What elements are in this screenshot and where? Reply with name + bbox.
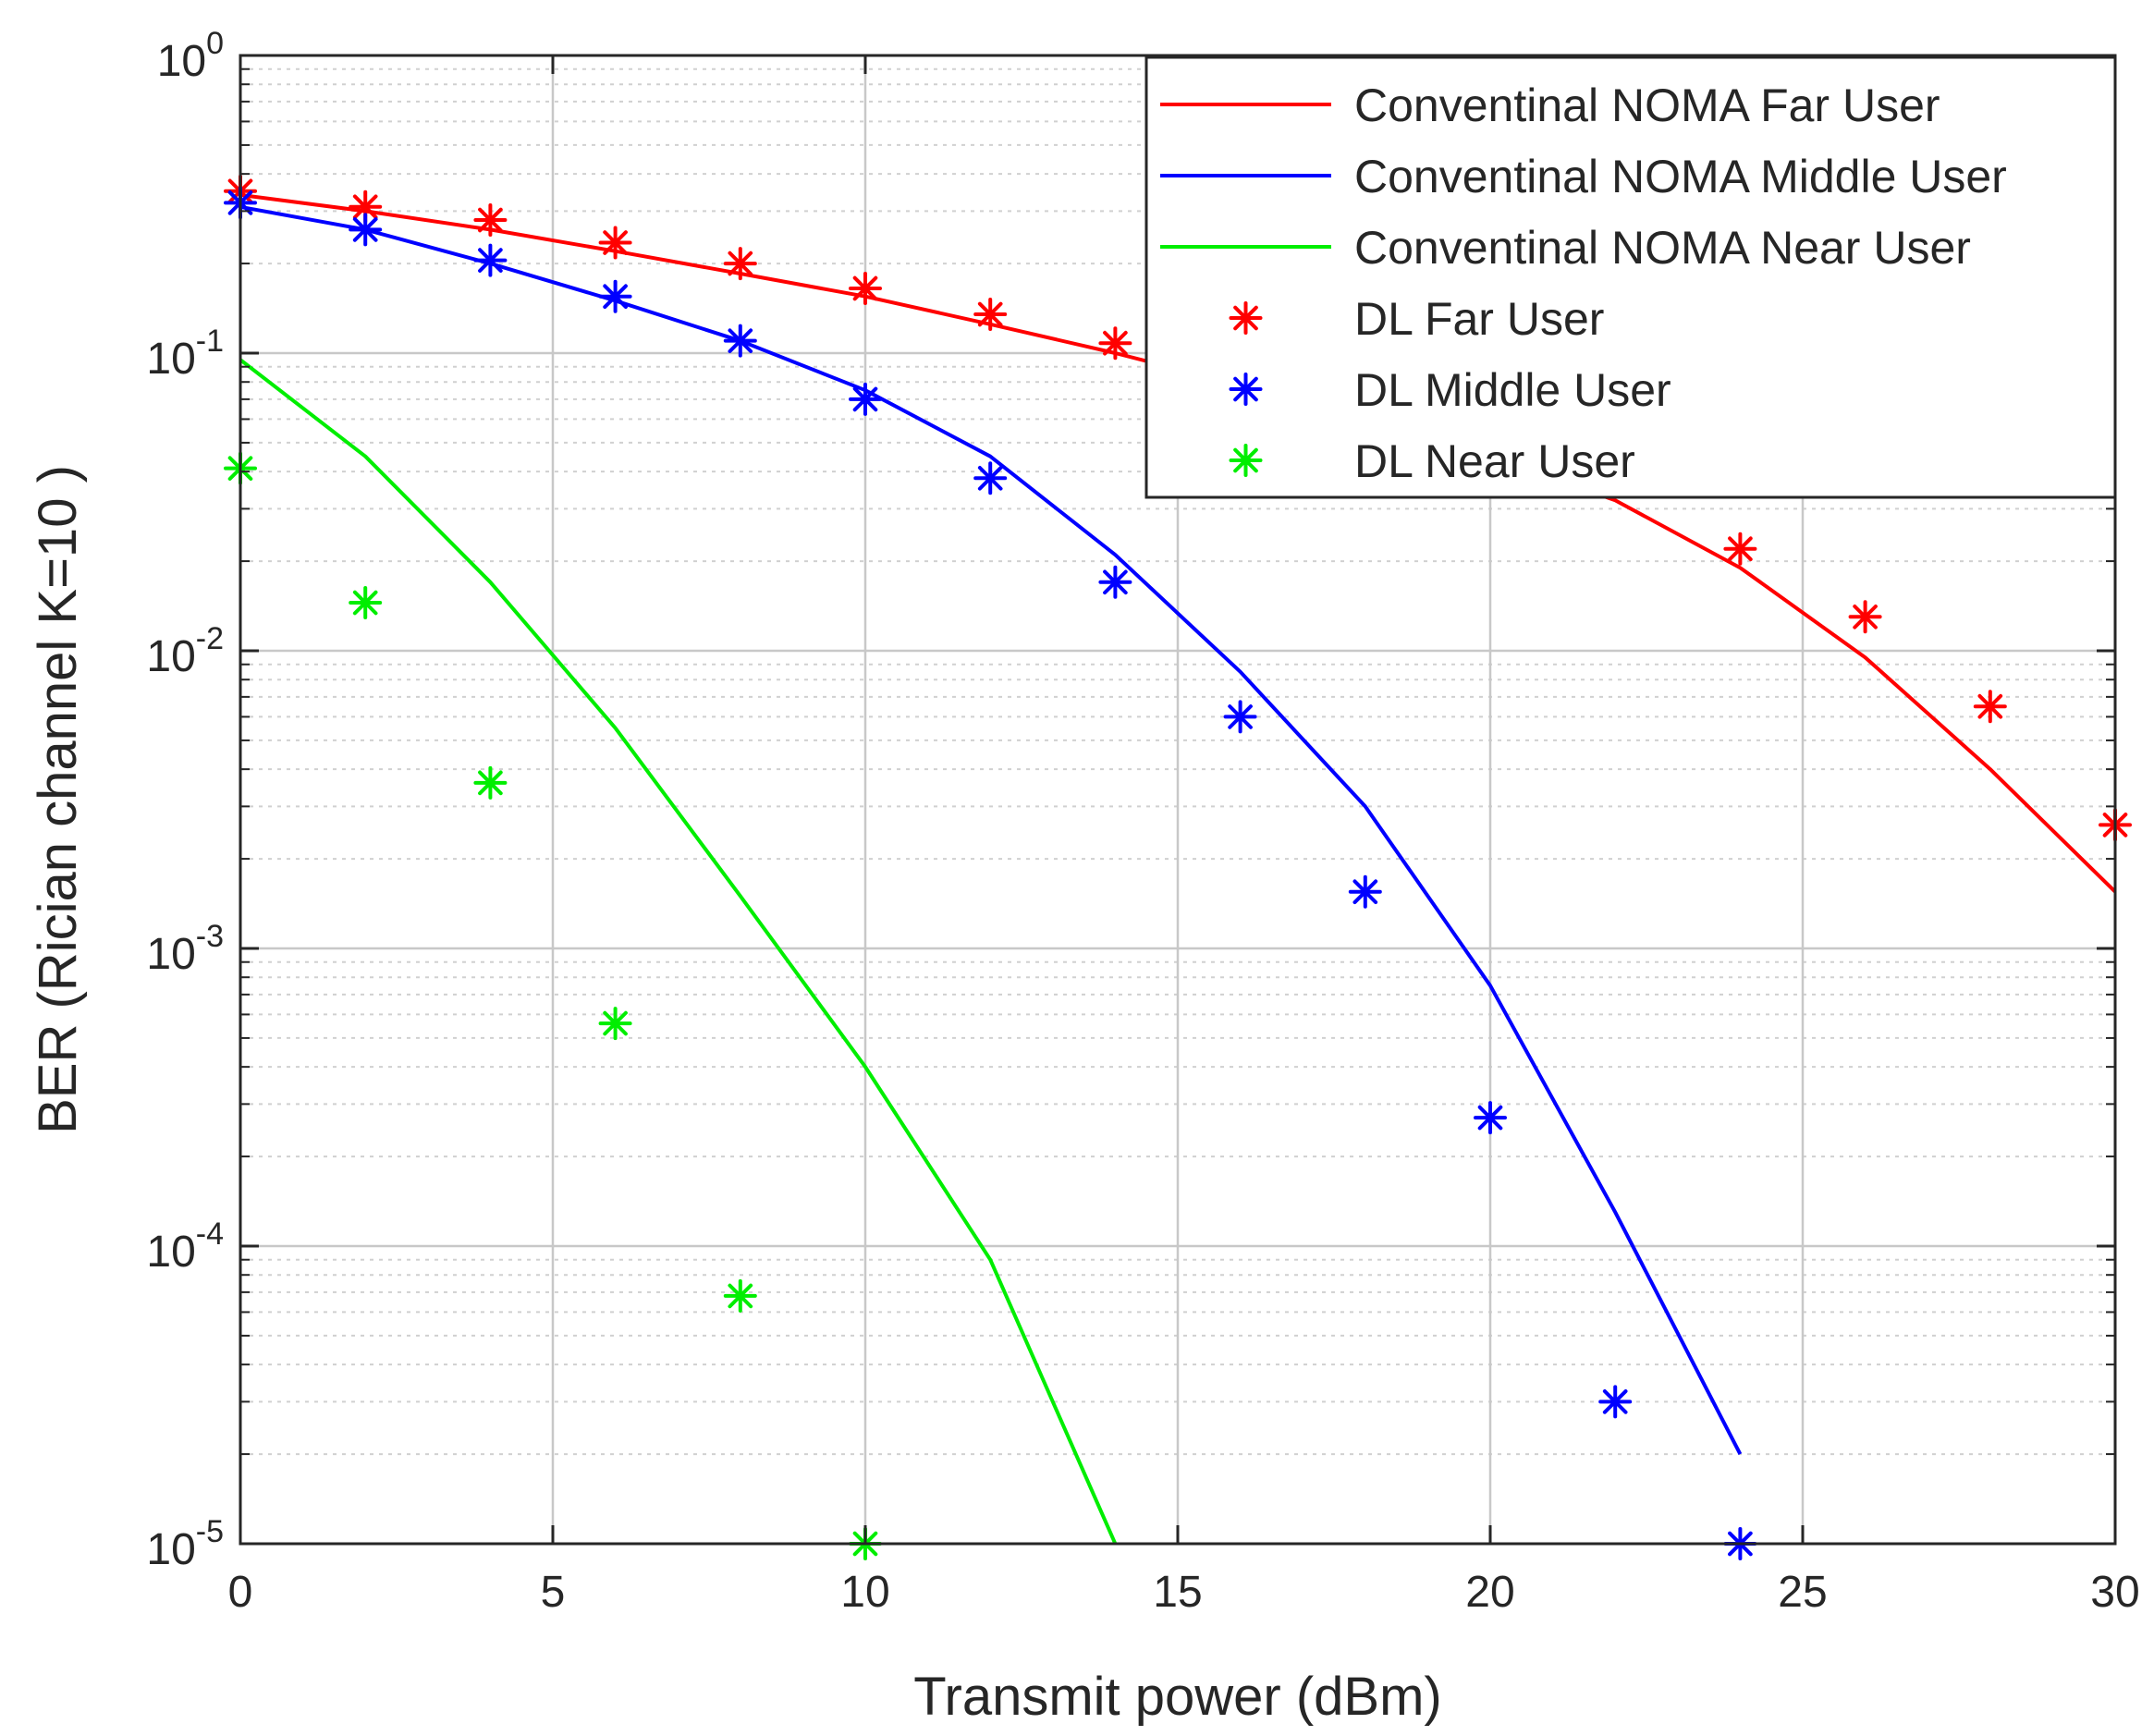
marker-stroke [1477,1105,1503,1131]
marker-stroke [1103,330,1128,356]
marker-stroke [352,217,378,242]
legend-box [1144,55,2117,499]
legend-label: DL Far User [1354,293,1604,345]
series-line [240,358,1118,1544]
marker-stroke [478,770,503,796]
marker-stroke [977,301,1003,327]
data-point-marker [598,1007,632,1041]
data-point-marker [849,271,882,305]
marker-stroke [977,465,1003,491]
data-point-marker [598,279,632,313]
marker-stroke [728,251,753,276]
x-tick-label: 25 [1778,1568,1827,1617]
data-point-marker [1223,700,1257,734]
marker-stroke [728,328,753,353]
data-point-marker [973,461,1008,495]
data-point-marker [349,213,383,247]
marker-stroke [1853,604,1878,630]
marker-stroke [478,248,503,273]
x-tick-label: 30 [2090,1568,2139,1617]
y-tick-label: 10-5 [146,1514,224,1574]
y-tick-labels: 100 10-1 10-2 10-3 10-4 10-5 [146,26,224,1574]
data-point-marker [849,382,882,416]
marker-stroke [1728,536,1753,562]
x-tick-label: 0 [228,1568,253,1617]
data-point-marker [1098,326,1132,361]
legend-label: Conventinal NOMA Middle User [1354,151,2007,202]
x-tick-label: 20 [1465,1568,1514,1617]
x-tick-label: 10 [840,1568,889,1617]
legend-item: Conventinal NOMA Middle User [1160,151,2007,202]
y-tick-label: 10-4 [146,1216,224,1277]
data-point-marker [723,247,757,281]
y-axis-title: BER (Rician channel K=10 ) [28,465,88,1134]
data-point-marker [723,324,757,358]
y-tick-label: 10-3 [146,919,224,979]
legend-label: DL Middle User [1354,364,1671,416]
marker-stroke [852,386,878,412]
marker-stroke [1228,704,1253,729]
legend-label: DL Near User [1354,435,1635,487]
data-point-marker [1474,1101,1507,1135]
marker-stroke [1233,447,1258,473]
data-point-marker [1973,690,2007,724]
y-tick-label: 10-2 [146,621,224,681]
marker-stroke [1233,376,1258,402]
data-point-marker [1723,532,1757,566]
data-point-marker [1098,565,1132,599]
marker-stroke [1233,305,1258,331]
marker-stroke [1977,693,2003,719]
marker-stroke [852,275,878,301]
data-point-marker [473,765,508,800]
data-point-marker [1229,373,1263,406]
y-tick-label: 10-1 [146,324,224,384]
data-point-marker [349,586,383,620]
marker-stroke [478,207,503,233]
marker-stroke [352,194,378,220]
x-tick-labels: 0 5 10 15 20 25 30 [228,1568,2140,1617]
marker-stroke [1352,879,1378,905]
marker-stroke [1103,569,1128,595]
data-point-marker [1598,1385,1633,1419]
x-tick-label: 5 [541,1568,566,1617]
legend-item: Conventinal NOMA Near User [1160,222,1971,274]
legend-item: DL Middle User [1229,364,1671,416]
legend: Conventinal NOMA Far User Conventinal NOM… [1144,55,2117,499]
marker-stroke [352,590,378,616]
legend-label: Conventinal NOMA Near User [1354,222,1971,274]
data-point-marker [973,298,1008,332]
data-point-marker [1229,444,1263,477]
data-point-marker [1229,301,1263,335]
marker-stroke [603,1010,628,1036]
data-point-marker [598,226,632,260]
legend-item: DL Near User [1229,435,1635,487]
data-point-marker [473,203,508,238]
marker-stroke [1602,1389,1628,1414]
marker-stroke [603,284,628,310]
legend-item: Conventinal NOMA Far User [1160,79,1940,131]
legend-label: Conventinal NOMA Far User [1354,79,1940,131]
data-point-marker [1848,600,1882,634]
x-tick-label: 15 [1153,1568,1202,1617]
data-point-marker [1348,874,1382,909]
marker-stroke [728,1283,753,1309]
y-tick-label: 100 [157,26,224,86]
legend-item: DL Far User [1229,293,1604,345]
x-axis-title: Transmit power (dBm) [913,1667,1442,1727]
marker-stroke [603,230,628,255]
data-point-marker [723,1278,757,1313]
data-point-marker [473,243,508,277]
